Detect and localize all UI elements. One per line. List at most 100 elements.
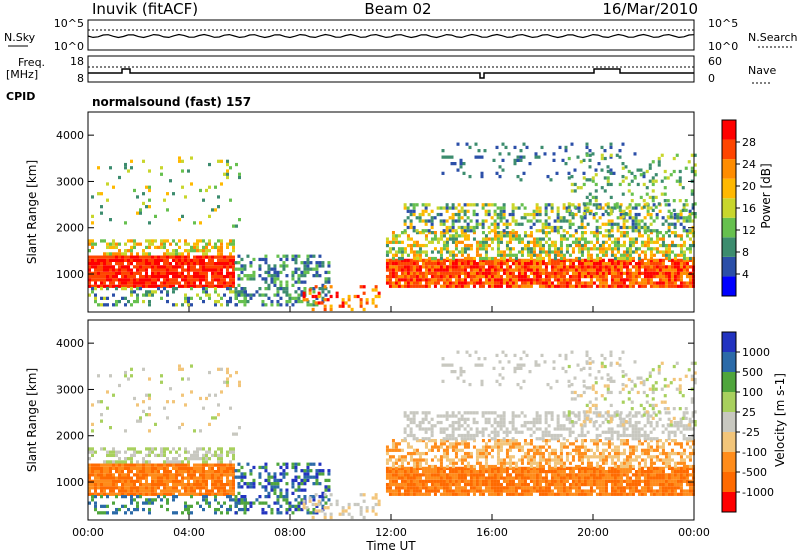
power-cell <box>568 225 572 230</box>
power-cell <box>490 237 494 241</box>
power-cell <box>184 299 187 304</box>
power-cell <box>309 254 313 258</box>
velocity-cell <box>673 476 677 480</box>
power-cell <box>592 212 596 217</box>
power-cell <box>565 230 569 235</box>
velocity-cell <box>178 479 181 483</box>
power-cell <box>586 281 590 285</box>
power-cell <box>229 284 232 288</box>
power-cell <box>133 278 136 282</box>
power-cell <box>433 278 437 282</box>
power-cell <box>583 209 587 213</box>
power-cell <box>472 230 476 235</box>
velocity-cell <box>234 511 238 515</box>
power-cell <box>502 253 506 257</box>
power-cell <box>634 237 638 241</box>
power-cell <box>118 299 121 304</box>
power-cell <box>513 162 517 166</box>
power-cell <box>172 281 175 285</box>
velocity-cell <box>553 466 557 470</box>
velocity-cell <box>142 507 145 512</box>
velocity-cell <box>688 466 692 470</box>
power-cell <box>661 222 665 226</box>
velocity-cell <box>205 476 208 480</box>
velocity-cell <box>226 450 229 454</box>
power-cell <box>276 277 280 281</box>
velocity-cell <box>451 476 455 480</box>
velocity-cell <box>526 466 530 470</box>
power-cell <box>412 274 416 279</box>
power-cell <box>403 284 407 288</box>
power-cell <box>178 159 181 163</box>
power-cell <box>535 262 539 266</box>
power-cell <box>451 229 455 233</box>
power-cell <box>616 229 620 233</box>
power-cell <box>670 243 674 248</box>
velocity-cell <box>303 488 307 492</box>
power-cell <box>451 222 455 226</box>
velocity-cell <box>475 470 479 474</box>
velocity-cell <box>112 473 115 477</box>
power-cell <box>643 271 647 275</box>
velocity-cell <box>109 450 112 454</box>
power-cell <box>679 258 683 262</box>
power-cell <box>526 274 530 279</box>
power-cell <box>580 271 584 275</box>
power-cell <box>625 234 629 238</box>
power-cell <box>409 203 413 207</box>
power-cell <box>430 216 434 220</box>
velocity-cell <box>526 492 530 496</box>
power-cell <box>556 216 560 220</box>
velocity-cell <box>267 504 271 508</box>
power-cell <box>649 258 653 262</box>
velocity-cell <box>88 447 91 451</box>
power-cell <box>403 271 407 275</box>
power-cell <box>642 199 646 203</box>
velocity-cell <box>577 492 581 496</box>
velocity-cell <box>100 476 103 480</box>
velocity-cell <box>243 501 247 505</box>
velocity-cell <box>88 482 91 487</box>
velocity-cell <box>264 462 268 466</box>
power-cell <box>121 252 124 256</box>
power-cell <box>190 156 193 160</box>
power-cell <box>544 212 548 217</box>
power-cell <box>445 240 449 244</box>
power-cell <box>321 261 325 265</box>
power-cell <box>421 274 425 279</box>
velocity-cell <box>229 473 232 477</box>
power-cell <box>187 296 190 300</box>
power-cell <box>484 209 488 213</box>
velocity-cell <box>652 473 656 477</box>
power-cell <box>397 278 401 282</box>
power-cell <box>460 225 464 230</box>
power-cell <box>106 242 109 246</box>
power-cell <box>294 270 298 275</box>
velocity-cell <box>529 486 533 490</box>
velocity-cell <box>136 460 139 464</box>
velocity-cell <box>562 476 566 480</box>
power-cell <box>535 271 539 275</box>
velocity-cell <box>478 466 482 470</box>
power-cell <box>415 268 419 272</box>
velocity-cell <box>640 492 644 496</box>
velocity-cell <box>279 488 283 492</box>
power-cell <box>163 271 166 275</box>
velocity-cell <box>613 489 617 493</box>
velocity-cell <box>646 489 650 493</box>
power-cell <box>541 230 545 235</box>
power-cell <box>226 265 229 269</box>
power-cell <box>625 284 629 288</box>
power-cell <box>673 265 677 269</box>
power-cell <box>291 303 295 307</box>
power-cell <box>547 216 551 220</box>
power-cell <box>460 278 464 282</box>
power-cell <box>490 240 494 244</box>
power-cell <box>595 265 599 269</box>
power-cell <box>166 258 169 262</box>
power-cell <box>415 265 419 269</box>
power-cell <box>385 240 389 244</box>
velocity-cell <box>493 476 497 480</box>
power-cell <box>673 225 677 230</box>
